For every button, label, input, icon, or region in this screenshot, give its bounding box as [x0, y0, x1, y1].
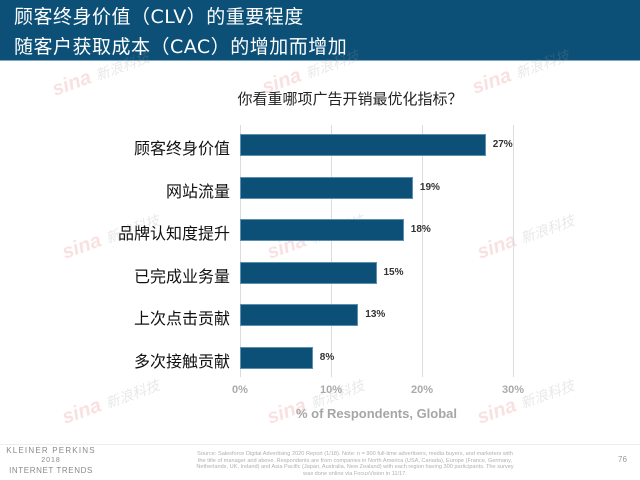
sina-watermark: sina 新浪科技: [474, 377, 577, 429]
category-label: 已完成业务量: [133, 266, 230, 286]
bar: [240, 176, 413, 199]
bar: [240, 261, 377, 284]
kleiner-perkins-logo: KLEINER PERKINS 2018 INTERNET TRENDS: [6, 446, 96, 476]
sina-watermark: sina 新浪科技: [264, 377, 367, 429]
slide-title-line-2: 随客户获取成本（CAC）的增加而增加: [14, 36, 348, 58]
brand-line-2: 2018: [41, 457, 61, 464]
x-tick-label: 10%: [319, 384, 343, 396]
slide-header: 顾客终身价值（CLV）的重要程度 随客户获取成本（CAC）的增加而增加: [0, 0, 640, 61]
gridline: [331, 125, 332, 377]
gridline: [240, 125, 241, 377]
bar: [240, 304, 359, 327]
x-axis-label: % of Respondents, Global: [295, 406, 458, 421]
source-note: Source: Salesforce Digital Advertising 2…: [196, 451, 514, 477]
page-number: 76: [618, 455, 627, 464]
brand-line-3: INTERNET TRENDS: [9, 466, 93, 475]
bar-value-label: 19%: [419, 181, 440, 193]
bar-value-label: 15%: [383, 266, 404, 278]
category-label: 品牌认知度提升: [117, 224, 230, 244]
gridline: [513, 125, 514, 377]
brand-line-1: KLEINER PERKINS: [6, 446, 96, 455]
gridline: [422, 125, 423, 377]
bar: [240, 219, 404, 242]
category-label: 顾客终身价值: [133, 139, 230, 158]
bar-value-label: 27%: [492, 139, 513, 150]
slide-title-line-1: 顾客终身价值（CLV）的重要程度: [14, 6, 304, 28]
bar: [240, 347, 313, 369]
category-label: 上次点击贡献: [133, 309, 230, 329]
category-label: 多次接触贡献: [133, 352, 230, 371]
bar-chart-plot-area: 27% 19% 18% 15% 13% 8%: [240, 125, 560, 377]
x-tick-label: 20%: [410, 384, 434, 396]
bar: [240, 134, 486, 156]
chart-title: 你看重哪项广告开销最优化指标？: [237, 90, 463, 108]
bar-value-label: 13%: [365, 309, 386, 321]
x-tick-label: 30%: [501, 384, 525, 396]
x-tick-label: 0%: [232, 384, 248, 396]
sina-watermark: sina 新浪科技: [59, 377, 162, 429]
bar-value-label: 18%: [410, 224, 431, 236]
category-label: 网站流量: [165, 181, 230, 201]
footer-divider: [0, 444, 640, 445]
bar-value-label: 8%: [319, 352, 335, 363]
